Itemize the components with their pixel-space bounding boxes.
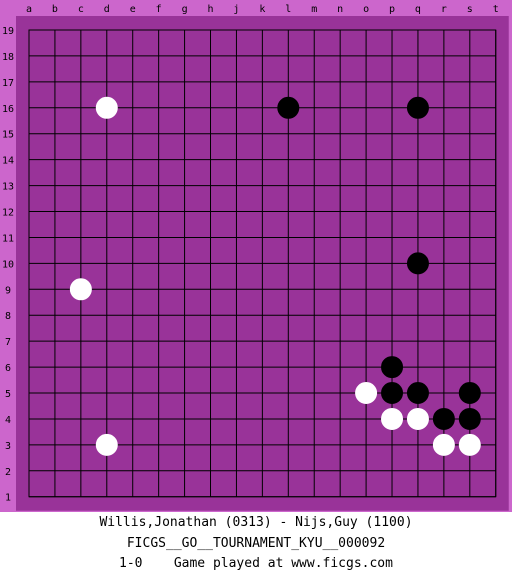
row-label-5: 5 (5, 389, 11, 400)
column-label-s: s (467, 4, 473, 15)
black-stone-p6 (381, 356, 404, 379)
row-label-6: 6 (5, 363, 11, 374)
row-label-16: 16 (2, 104, 14, 115)
players-caption: Willis,Jonathan (0313) - Nijs,Guy (1100) (99, 515, 413, 530)
black-stone-s5 (458, 382, 481, 405)
row-label-10: 10 (2, 259, 14, 270)
row-label-12: 12 (2, 208, 14, 219)
black-stone-q5 (406, 382, 429, 405)
row-label-17: 17 (2, 78, 14, 89)
column-label-h: h (207, 4, 213, 15)
black-stone-q16 (406, 96, 429, 119)
column-label-r: r (441, 4, 447, 15)
column-label-f: f (156, 4, 162, 15)
row-label-9: 9 (5, 285, 11, 296)
row-label-18: 18 (2, 52, 14, 63)
row-label-4: 4 (5, 415, 11, 426)
white-stone-q4 (406, 407, 429, 430)
column-label-t: t (493, 4, 499, 15)
column-label-k: k (259, 4, 265, 15)
result-caption: 1-0 Game played at www.ficgs.com (119, 556, 393, 571)
column-label-b: b (52, 4, 58, 15)
black-stone-q10 (406, 252, 429, 275)
column-label-l: l (285, 4, 291, 15)
white-stone-p4 (381, 407, 404, 430)
white-stone-o5 (355, 382, 378, 405)
column-label-d: d (104, 4, 110, 15)
row-label-15: 15 (2, 130, 14, 141)
white-stone-d3 (95, 433, 118, 456)
row-label-1: 1 (5, 493, 11, 504)
white-stone-d16 (95, 96, 118, 119)
event-caption: FICGS__GO__TOURNAMENT_KYU__000092 (126, 536, 386, 551)
stones (69, 96, 481, 456)
row-label-19: 19 (2, 26, 14, 37)
column-label-c: c (78, 4, 84, 15)
row-label-8: 8 (5, 311, 11, 322)
black-stone-p5 (381, 382, 404, 405)
row-label-3: 3 (5, 441, 11, 452)
row-labels: 19 18 17 16 15 14 13 12 11 10 9 8 7 6 5 4 3 2 1 (2, 26, 14, 504)
column-label-e: e (130, 4, 136, 15)
column-label-p: p (389, 4, 395, 15)
column-label-m: m (311, 4, 317, 15)
column-label-g: g (182, 4, 188, 15)
column-label-n: n (337, 4, 343, 15)
column-label-a: a (26, 4, 32, 15)
column-label-o: o (363, 4, 369, 15)
row-label-7: 7 (5, 337, 11, 348)
row-label-2: 2 (5, 467, 11, 478)
black-stone-r4 (432, 407, 455, 430)
row-label-13: 13 (2, 182, 14, 193)
row-label-14: 14 (2, 156, 14, 167)
row-label-11: 11 (2, 233, 14, 244)
white-stone-s3 (458, 433, 481, 456)
white-stone-r3 (432, 433, 455, 456)
black-stone-l16 (277, 96, 300, 119)
column-label-j: j (233, 4, 239, 15)
black-stone-s4 (458, 407, 481, 430)
column-label-q: q (415, 4, 421, 15)
white-stone-c9 (69, 278, 92, 301)
